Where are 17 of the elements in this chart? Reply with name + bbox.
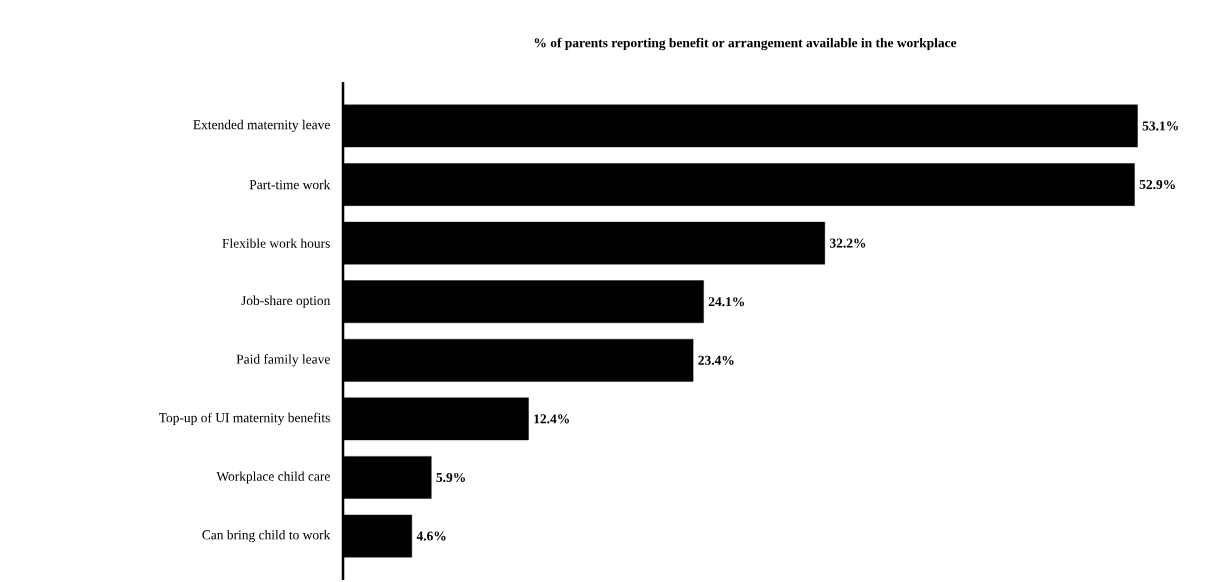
y-tick-label: Extended maternity leave	[193, 119, 330, 133]
data-label: 12.4%	[534, 414, 569, 424]
y-tick-label: Can bring child to work	[202, 529, 331, 543]
y-tick-label: Top-up of UI maternity benefits	[158, 412, 330, 426]
data-label: 23.4%	[698, 355, 734, 365]
data-label: 5.9%	[436, 472, 465, 483]
y-tick-label: Job-share option	[241, 295, 331, 308]
data-label: 4.6%	[416, 531, 446, 541]
data-label: 32.2%	[829, 238, 866, 248]
y-tick-label: Flexible work hours	[222, 238, 330, 248]
y-tick-label: Part-time work	[249, 179, 331, 190]
y-tick-label: Workplace child care	[216, 471, 330, 484]
chart-title: % of parents reporting benefit or arrangement available in the workplace	[534, 37, 957, 51]
data-label: 52.9%	[1139, 179, 1175, 190]
data-label: 24.1%	[708, 297, 744, 307]
y-tick-label: Paid family leave	[236, 354, 330, 367]
data-label: 53.1%	[1142, 121, 1178, 131]
